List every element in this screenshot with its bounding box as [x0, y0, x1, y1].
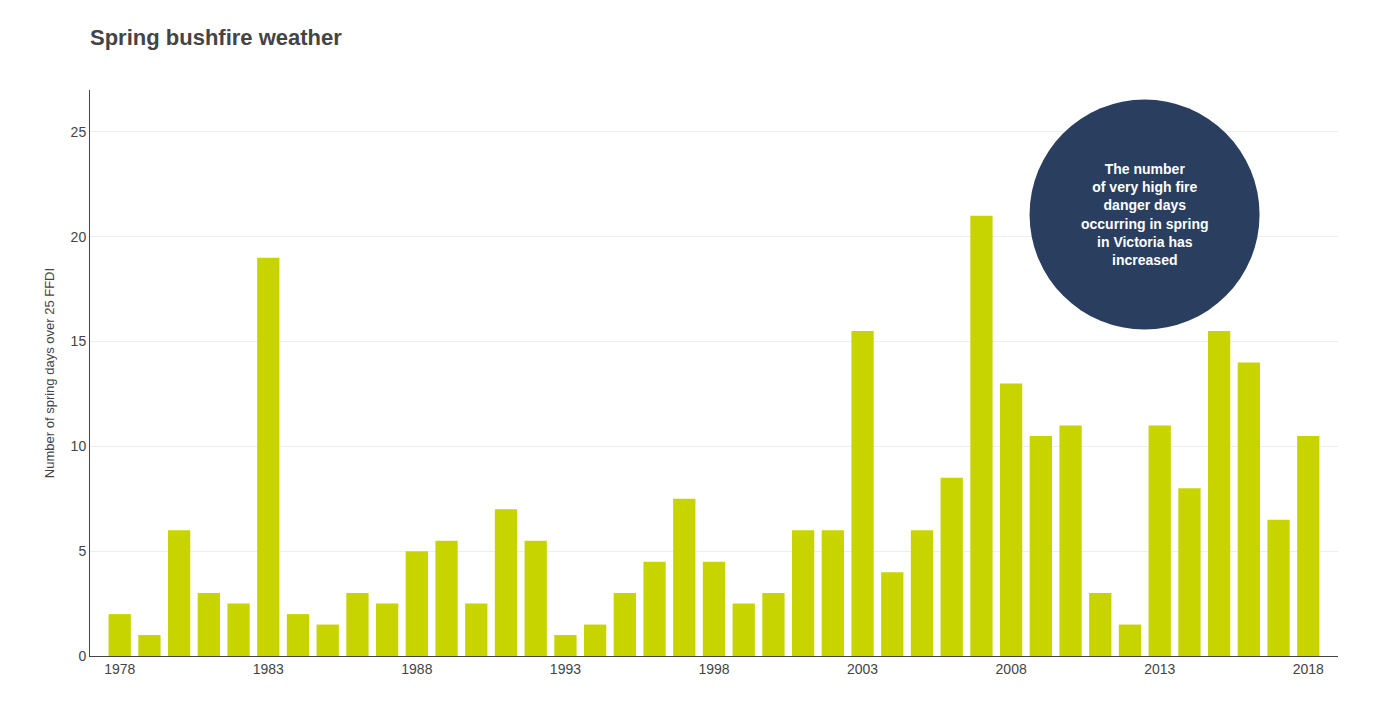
- svg-text:2013: 2013: [1144, 661, 1175, 677]
- svg-text:10: 10: [71, 438, 87, 454]
- svg-text:2008: 2008: [996, 661, 1027, 677]
- svg-text:0: 0: [78, 648, 86, 664]
- svg-text:2003: 2003: [847, 661, 878, 677]
- svg-text:15: 15: [71, 333, 87, 349]
- svg-text:Number of spring days over 25: Number of spring days over 25 FFDI: [42, 268, 57, 478]
- svg-text:2018: 2018: [1293, 661, 1324, 677]
- svg-text:1983: 1983: [253, 661, 284, 677]
- svg-text:1978: 1978: [104, 661, 135, 677]
- svg-text:1998: 1998: [698, 661, 729, 677]
- svg-text:5: 5: [78, 543, 86, 559]
- svg-text:25: 25: [71, 124, 87, 140]
- svg-text:The numberof very high firedan: The numberof very high firedanger daysoc…: [1081, 161, 1209, 268]
- svg-text:20: 20: [71, 229, 87, 245]
- svg-text:Spring bushfire weather: Spring bushfire weather: [90, 25, 342, 50]
- svg-text:1988: 1988: [401, 661, 432, 677]
- svg-text:1993: 1993: [550, 661, 581, 677]
